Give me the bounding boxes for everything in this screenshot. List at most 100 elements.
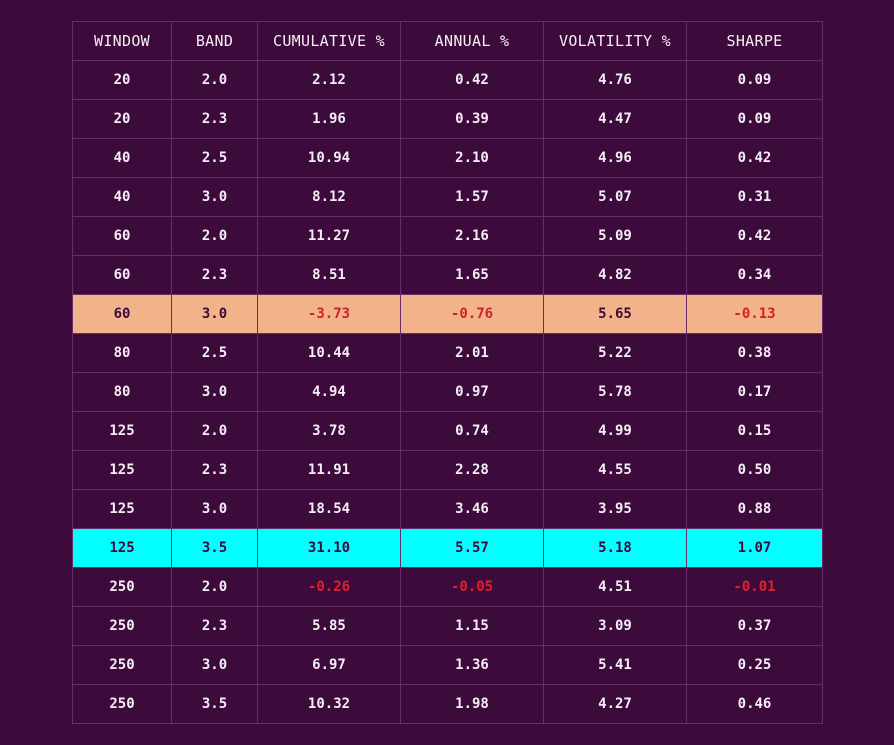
cell-annual: -0.05 <box>400 567 544 607</box>
cell-volatility: 3.95 <box>543 489 687 529</box>
cell-window: 60 <box>72 255 172 295</box>
cell-volatility: 5.18 <box>543 528 687 568</box>
cell-sharpe: 0.31 <box>686 177 823 217</box>
cell-cumulative: 5.85 <box>257 606 401 646</box>
cell-sharpe: 0.37 <box>686 606 823 646</box>
cell-volatility: 5.22 <box>543 333 687 373</box>
cell-window: 80 <box>72 333 172 373</box>
cell-band: 3.0 <box>171 372 258 412</box>
table-row: 40 3.0 8.12 1.57 5.07 0.31 <box>72 177 823 217</box>
table-row: 250 3.0 6.97 1.36 5.41 0.25 <box>72 645 823 685</box>
cell-cumulative: 1.96 <box>257 99 401 139</box>
cell-window: 250 <box>72 567 172 607</box>
table-row: 125 3.0 18.54 3.46 3.95 0.88 <box>72 489 823 529</box>
cell-volatility: 5.65 <box>543 294 687 334</box>
cell-cumulative: 18.54 <box>257 489 401 529</box>
cell-window: 250 <box>72 606 172 646</box>
cell-window: 250 <box>72 684 172 724</box>
cell-annual: 0.39 <box>400 99 544 139</box>
cell-annual: 2.28 <box>400 450 544 490</box>
cell-cumulative: 6.97 <box>257 645 401 685</box>
cell-volatility: 5.41 <box>543 645 687 685</box>
cell-cumulative: 31.10 <box>257 528 401 568</box>
table-row: 250 2.0 -0.26 -0.05 4.51 -0.01 <box>72 567 823 607</box>
cell-volatility: 5.78 <box>543 372 687 412</box>
cell-volatility: 5.07 <box>543 177 687 217</box>
table-header-row: WINDOW BAND CUMULATIVE % ANNUAL % VOLATI… <box>72 21 823 61</box>
results-table: WINDOW BAND CUMULATIVE % ANNUAL % VOLATI… <box>72 21 823 724</box>
cell-window: 40 <box>72 138 172 178</box>
cell-volatility: 4.99 <box>543 411 687 451</box>
table-row: 80 3.0 4.94 0.97 5.78 0.17 <box>72 372 823 412</box>
cell-sharpe: 0.15 <box>686 411 823 451</box>
cell-cumulative: -0.26 <box>257 567 401 607</box>
cell-annual: 1.57 <box>400 177 544 217</box>
cell-band: 3.0 <box>171 177 258 217</box>
cell-volatility: 3.09 <box>543 606 687 646</box>
cell-cumulative: 10.32 <box>257 684 401 724</box>
table-row: 125 2.0 3.78 0.74 4.99 0.15 <box>72 411 823 451</box>
cell-sharpe: 0.46 <box>686 684 823 724</box>
cell-volatility: 4.96 <box>543 138 687 178</box>
cell-band: 2.0 <box>171 411 258 451</box>
cell-band: 2.3 <box>171 606 258 646</box>
cell-cumulative: 8.12 <box>257 177 401 217</box>
table-row: 60 3.0 -3.73 -0.76 5.65 -0.13 <box>72 294 823 334</box>
cell-annual: 2.10 <box>400 138 544 178</box>
table-row: 40 2.5 10.94 2.10 4.96 0.42 <box>72 138 823 178</box>
header-cumulative: CUMULATIVE % <box>257 21 401 61</box>
cell-annual: 2.01 <box>400 333 544 373</box>
cell-annual: 1.36 <box>400 645 544 685</box>
cell-window: 20 <box>72 99 172 139</box>
cell-annual: 1.98 <box>400 684 544 724</box>
cell-band: 3.5 <box>171 684 258 724</box>
cell-sharpe: 0.42 <box>686 138 823 178</box>
cell-band: 2.0 <box>171 60 258 100</box>
cell-annual: 2.16 <box>400 216 544 256</box>
cell-volatility: 4.76 <box>543 60 687 100</box>
header-band: BAND <box>171 21 258 61</box>
table-row: 20 2.0 2.12 0.42 4.76 0.09 <box>72 60 823 100</box>
table-row: 125 3.5 31.10 5.57 5.18 1.07 <box>72 528 823 568</box>
header-annual: ANNUAL % <box>400 21 544 61</box>
cell-band: 3.0 <box>171 645 258 685</box>
header-window: WINDOW <box>72 21 172 61</box>
cell-volatility: 4.82 <box>543 255 687 295</box>
cell-window: 125 <box>72 450 172 490</box>
cell-sharpe: 0.25 <box>686 645 823 685</box>
cell-volatility: 4.55 <box>543 450 687 490</box>
cell-annual: 0.42 <box>400 60 544 100</box>
cell-annual: -0.76 <box>400 294 544 334</box>
cell-band: 2.5 <box>171 138 258 178</box>
cell-window: 250 <box>72 645 172 685</box>
table-row: 250 3.5 10.32 1.98 4.27 0.46 <box>72 684 823 724</box>
cell-sharpe: 0.09 <box>686 99 823 139</box>
header-volatility: VOLATILITY % <box>543 21 687 61</box>
cell-annual: 1.65 <box>400 255 544 295</box>
cell-sharpe: -0.13 <box>686 294 823 334</box>
table-body: 20 2.0 2.12 0.42 4.76 0.09 20 2.3 1.96 0.39 4.47 0.… <box>72 60 823 724</box>
cell-window: 60 <box>72 294 172 334</box>
cell-window: 125 <box>72 489 172 529</box>
cell-sharpe: 1.07 <box>686 528 823 568</box>
cell-cumulative: 11.91 <box>257 450 401 490</box>
cell-sharpe: 0.88 <box>686 489 823 529</box>
cell-sharpe: 0.50 <box>686 450 823 490</box>
cell-volatility: 5.09 <box>543 216 687 256</box>
cell-sharpe: 0.17 <box>686 372 823 412</box>
cell-sharpe: 0.38 <box>686 333 823 373</box>
cell-sharpe: 0.34 <box>686 255 823 295</box>
cell-cumulative: 2.12 <box>257 60 401 100</box>
cell-annual: 0.97 <box>400 372 544 412</box>
cell-annual: 3.46 <box>400 489 544 529</box>
cell-cumulative: 3.78 <box>257 411 401 451</box>
cell-band: 3.5 <box>171 528 258 568</box>
cell-cumulative: 8.51 <box>257 255 401 295</box>
cell-window: 20 <box>72 60 172 100</box>
cell-volatility: 4.47 <box>543 99 687 139</box>
cell-annual: 1.15 <box>400 606 544 646</box>
table-row: 60 2.0 11.27 2.16 5.09 0.42 <box>72 216 823 256</box>
cell-cumulative: 10.94 <box>257 138 401 178</box>
cell-cumulative: 10.44 <box>257 333 401 373</box>
cell-window: 60 <box>72 216 172 256</box>
